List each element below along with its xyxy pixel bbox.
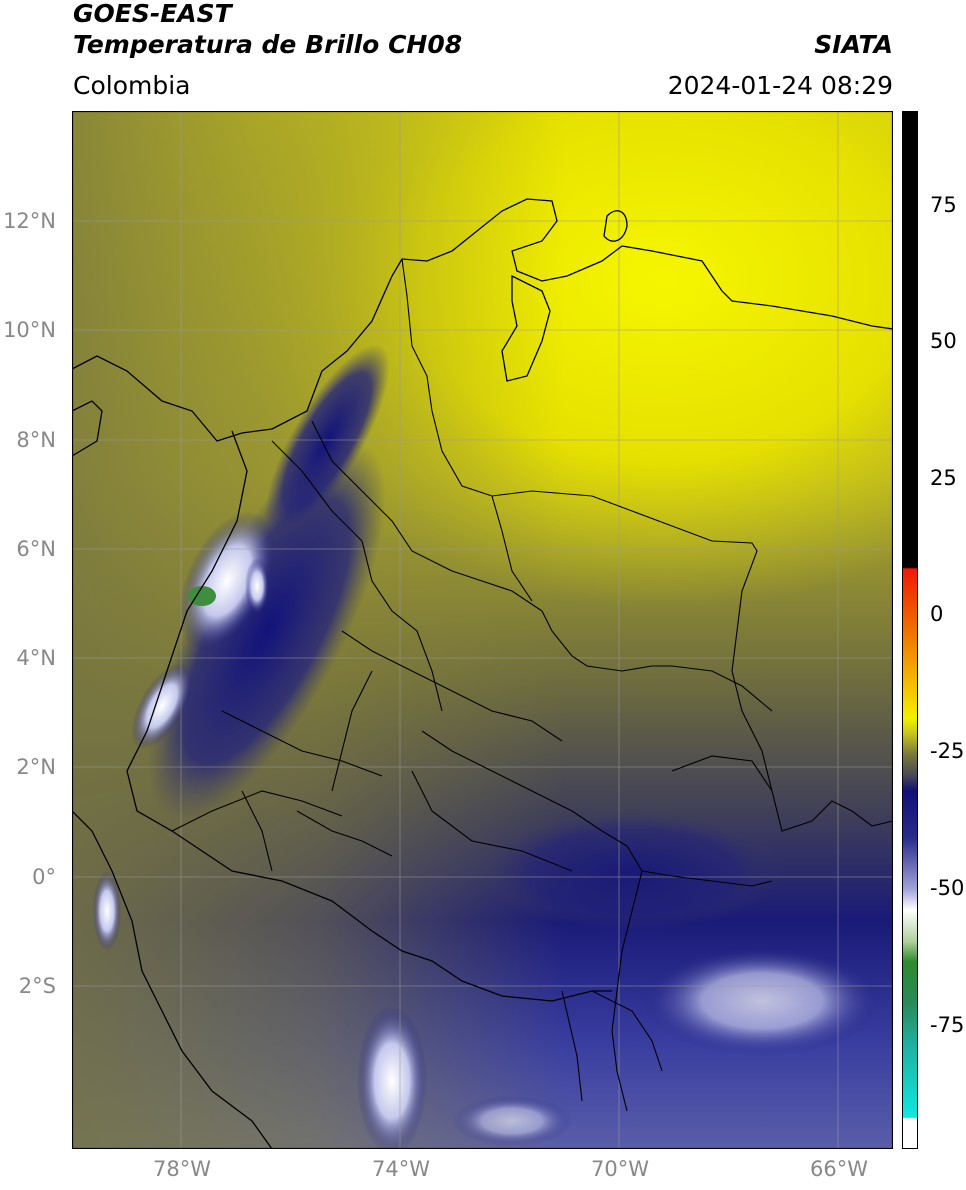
colorbar-tick: 0 <box>930 602 944 626</box>
satellite-title: GOES-EAST <box>73 0 232 28</box>
org-label: SIATA <box>814 30 893 59</box>
lat-tick: 10°N <box>3 318 56 342</box>
lon-tick: 70°W <box>591 1157 649 1181</box>
lon-tick: 74°W <box>372 1157 430 1181</box>
satellite-map <box>72 111 893 1149</box>
coastlines <box>72 198 893 1149</box>
colorbar-tick: -25 <box>930 739 965 763</box>
lon-tick: 66°W <box>810 1157 868 1181</box>
colorbar-tick: -75 <box>930 1013 965 1037</box>
lon-tick: 78°W <box>153 1157 211 1181</box>
colorbar-tick: 75 <box>930 193 957 217</box>
lat-tick: 8°N <box>16 428 56 452</box>
product-title: Temperatura de Brillo CH08 <box>73 30 463 59</box>
map-frame <box>72 111 893 1149</box>
cold-cloud-top <box>452 1096 572 1146</box>
region-label: Colombia <box>73 71 191 100</box>
borders <box>171 258 893 1112</box>
cloud-band <box>264 344 390 538</box>
cold-cloud-top <box>93 871 121 951</box>
cold-cloud-top <box>178 510 276 652</box>
datetime-label: 2024-01-24 08:29 <box>667 71 893 100</box>
cloud-band <box>148 442 386 820</box>
lat-tick: 6°N <box>16 537 56 561</box>
cold-cloud-top <box>245 558 269 614</box>
colorbar <box>902 111 918 1149</box>
cold-cloud-top <box>642 946 882 1056</box>
cold-cloud-top <box>131 663 193 749</box>
lat-tick: 4°N <box>16 646 56 670</box>
cold-cloud-top <box>357 1006 427 1149</box>
very-cold-spot <box>188 586 216 606</box>
colorbar-tick: 25 <box>930 466 957 490</box>
colorbar-tick: 50 <box>930 329 957 353</box>
colorbar-gradient <box>902 111 918 1149</box>
colorbar-tick: -50 <box>930 876 965 900</box>
lat-tick: 2°N <box>16 755 56 779</box>
cloud-band <box>482 811 782 931</box>
lat-tick: 12°N <box>3 209 56 233</box>
lat-tick: 0° <box>32 865 56 889</box>
lat-tick: 2°S <box>18 974 56 998</box>
